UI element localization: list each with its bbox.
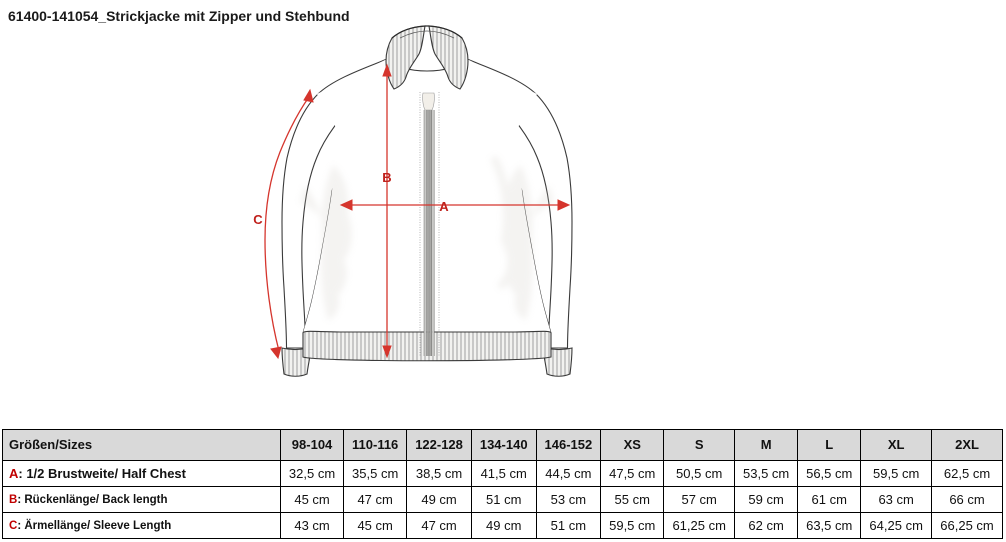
svg-text:C: C xyxy=(253,212,263,227)
svg-text:A: A xyxy=(439,199,449,214)
svg-text:B: B xyxy=(382,170,391,185)
